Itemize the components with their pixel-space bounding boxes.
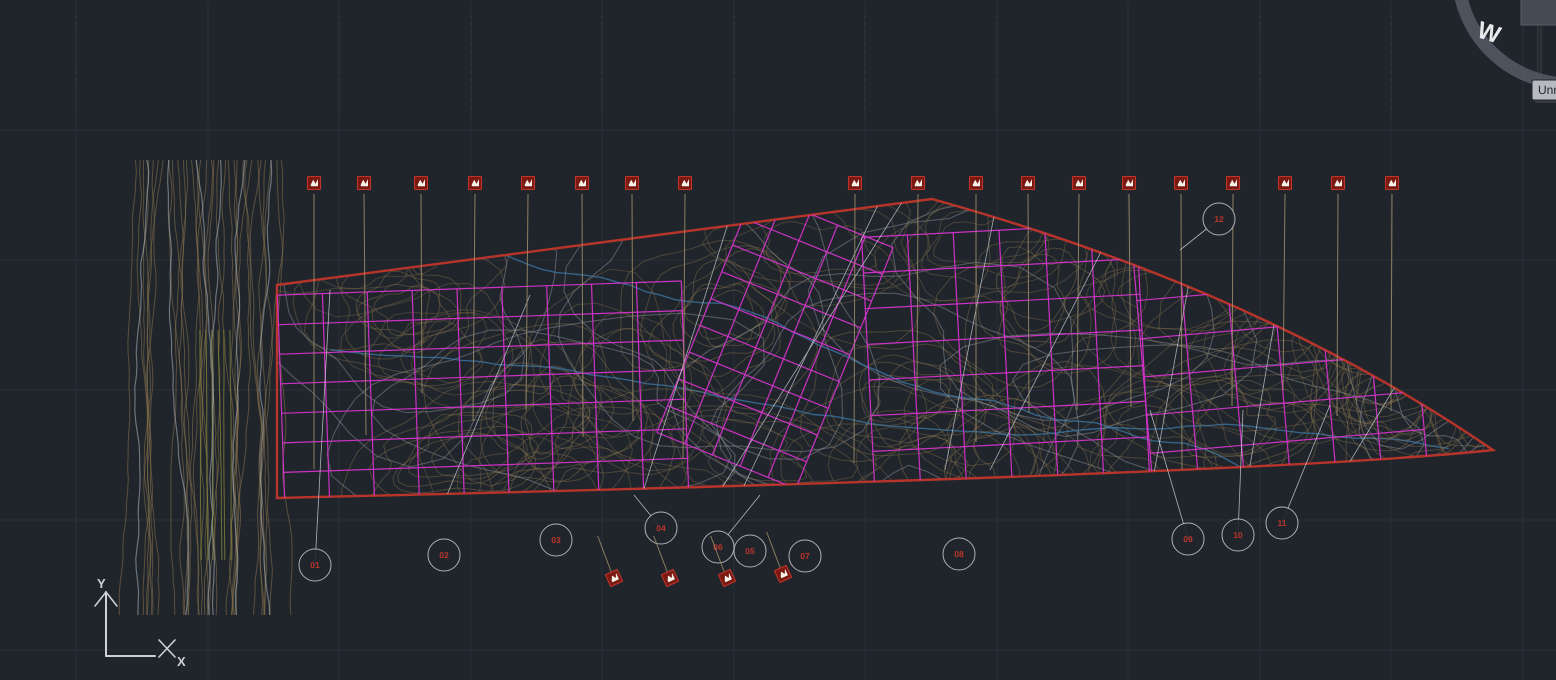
svg-text:01: 01	[310, 560, 320, 570]
svg-text:09: 09	[1183, 534, 1193, 544]
svg-text:Unn: Unn	[1538, 83, 1556, 97]
svg-text:12: 12	[1214, 214, 1224, 224]
svg-text:10: 10	[1233, 530, 1243, 540]
svg-text:03: 03	[551, 535, 561, 545]
svg-text:02: 02	[439, 550, 449, 560]
svg-text:04: 04	[656, 523, 666, 533]
svg-text:11: 11	[1278, 518, 1287, 528]
svg-text:X: X	[177, 654, 186, 669]
svg-text:05: 05	[745, 546, 755, 556]
svg-text:07: 07	[800, 551, 810, 561]
svg-text:08: 08	[954, 549, 964, 559]
svg-text:Y: Y	[97, 576, 106, 591]
